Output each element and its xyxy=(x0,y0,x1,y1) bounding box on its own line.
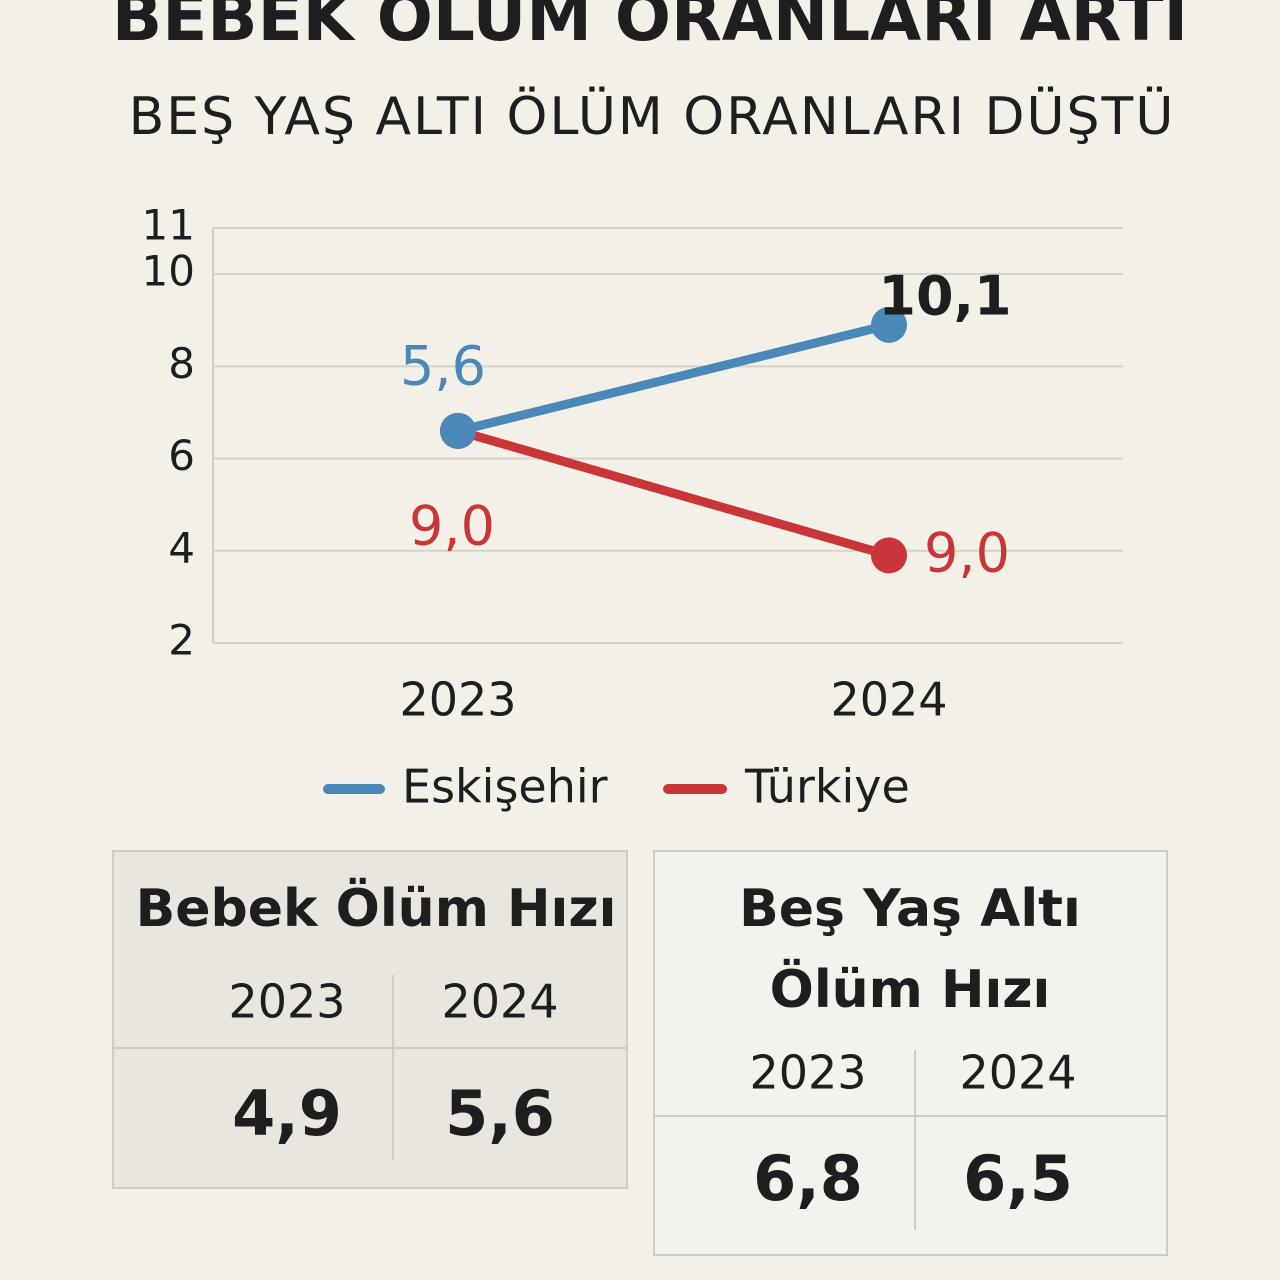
table-box xyxy=(653,850,1168,1256)
y-tick-label: 2 xyxy=(168,616,195,665)
point-label: 9,0 xyxy=(409,495,495,558)
table-title: Ölüm Hızı xyxy=(770,958,1051,1020)
table-value: 4,9 xyxy=(232,1077,342,1150)
y-tick-label: 11 xyxy=(142,201,195,250)
point-label: 10,1 xyxy=(878,265,1011,328)
data-line xyxy=(456,320,891,436)
table-header: 2023 xyxy=(749,1046,866,1100)
x-tick-label: 2023 xyxy=(399,673,516,727)
table-header: 2024 xyxy=(959,1046,1076,1100)
legend-label: Türkiye xyxy=(744,760,910,814)
y-tick-label: 10 xyxy=(142,247,195,296)
data-line xyxy=(456,426,891,560)
y-tick-label: 6 xyxy=(168,431,195,480)
table-header: 2024 xyxy=(441,975,558,1029)
legend-label: Eskişehir xyxy=(402,760,608,814)
x-tick-label: 2024 xyxy=(830,673,947,727)
table-title: Beş Yaş Altı xyxy=(739,879,1081,939)
point-label: 5,6 xyxy=(400,335,486,398)
subtitle: BEŞ YAŞ ALTI ÖLÜM ORANLARI DÜŞTÜ xyxy=(129,86,1176,147)
table-title: Bebek Ölüm Hızı xyxy=(136,877,617,939)
table-value: 6,5 xyxy=(963,1142,1073,1215)
table-value: 6,8 xyxy=(753,1142,863,1215)
table-value: 5,6 xyxy=(445,1077,555,1150)
table-header: 2023 xyxy=(228,975,345,1029)
y-tick-label: 8 xyxy=(168,339,195,388)
table-box xyxy=(112,850,628,1189)
title: BEBEK ÖLÜM ORANLARI ARTI xyxy=(112,0,1188,56)
data-point xyxy=(440,412,476,449)
point-label: 9,0 xyxy=(924,522,1010,585)
data-point xyxy=(871,306,907,343)
y-tick-label: 4 xyxy=(168,523,195,572)
data-point xyxy=(871,537,907,574)
